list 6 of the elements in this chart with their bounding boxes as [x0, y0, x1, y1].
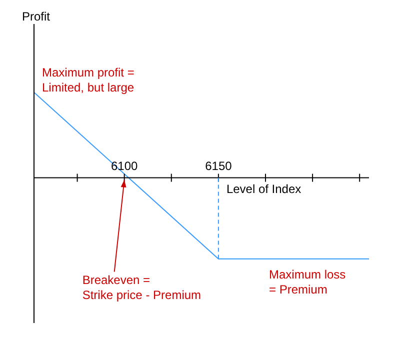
annotation: Maximum profit = Limited, but large	[42, 66, 134, 95]
x-axis-title: Level of Index	[226, 182, 302, 196]
annotation: Breakeven = Strike price - Premium	[82, 273, 202, 302]
x-tick-label: 6150	[205, 159, 232, 174]
text: Profit	[22, 9, 51, 24]
text: Maximum loss = Premium	[269, 268, 346, 297]
